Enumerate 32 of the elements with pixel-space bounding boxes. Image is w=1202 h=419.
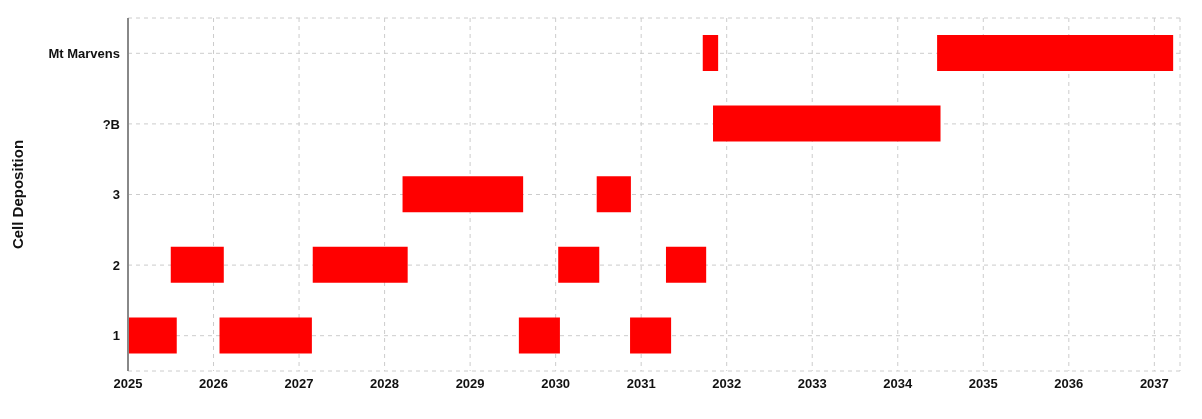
bar <box>702 35 719 71</box>
bar <box>630 317 672 354</box>
bar <box>219 317 312 354</box>
x-tick-label: 2033 <box>797 376 827 392</box>
x-tick-label: 2027 <box>284 376 314 392</box>
y-tick-label: 1 <box>112 328 120 344</box>
x-tick-label: 2028 <box>370 376 400 392</box>
x-tick-label: 2030 <box>541 376 571 392</box>
y-tick-label: Mt Marvens <box>48 45 120 61</box>
x-tick-label: 2029 <box>455 376 485 392</box>
bar <box>937 35 1174 71</box>
x-tick-label: 2037 <box>1139 376 1169 392</box>
bar <box>170 246 224 283</box>
y-tick-label: ?B <box>102 116 120 132</box>
x-tick-label: 2026 <box>199 376 228 392</box>
bar <box>558 246 600 283</box>
x-tick-label: 2035 <box>968 376 998 392</box>
x-tick-label: 2025 <box>113 376 143 392</box>
bar <box>128 317 177 354</box>
bar <box>402 176 524 213</box>
bar <box>596 176 631 213</box>
x-tick-label: 2036 <box>1054 376 1084 392</box>
bar <box>665 246 707 283</box>
y-axis-title: Cell Deposition <box>9 139 27 250</box>
x-tick-label: 2032 <box>712 376 742 392</box>
bar <box>312 246 408 283</box>
bar <box>713 105 941 142</box>
bar <box>518 317 560 354</box>
y-tick-label: 2 <box>112 257 120 273</box>
x-tick-label: 2034 <box>883 376 913 392</box>
y-tick-label: 3 <box>112 187 120 203</box>
x-tick-label: 2031 <box>626 376 656 392</box>
